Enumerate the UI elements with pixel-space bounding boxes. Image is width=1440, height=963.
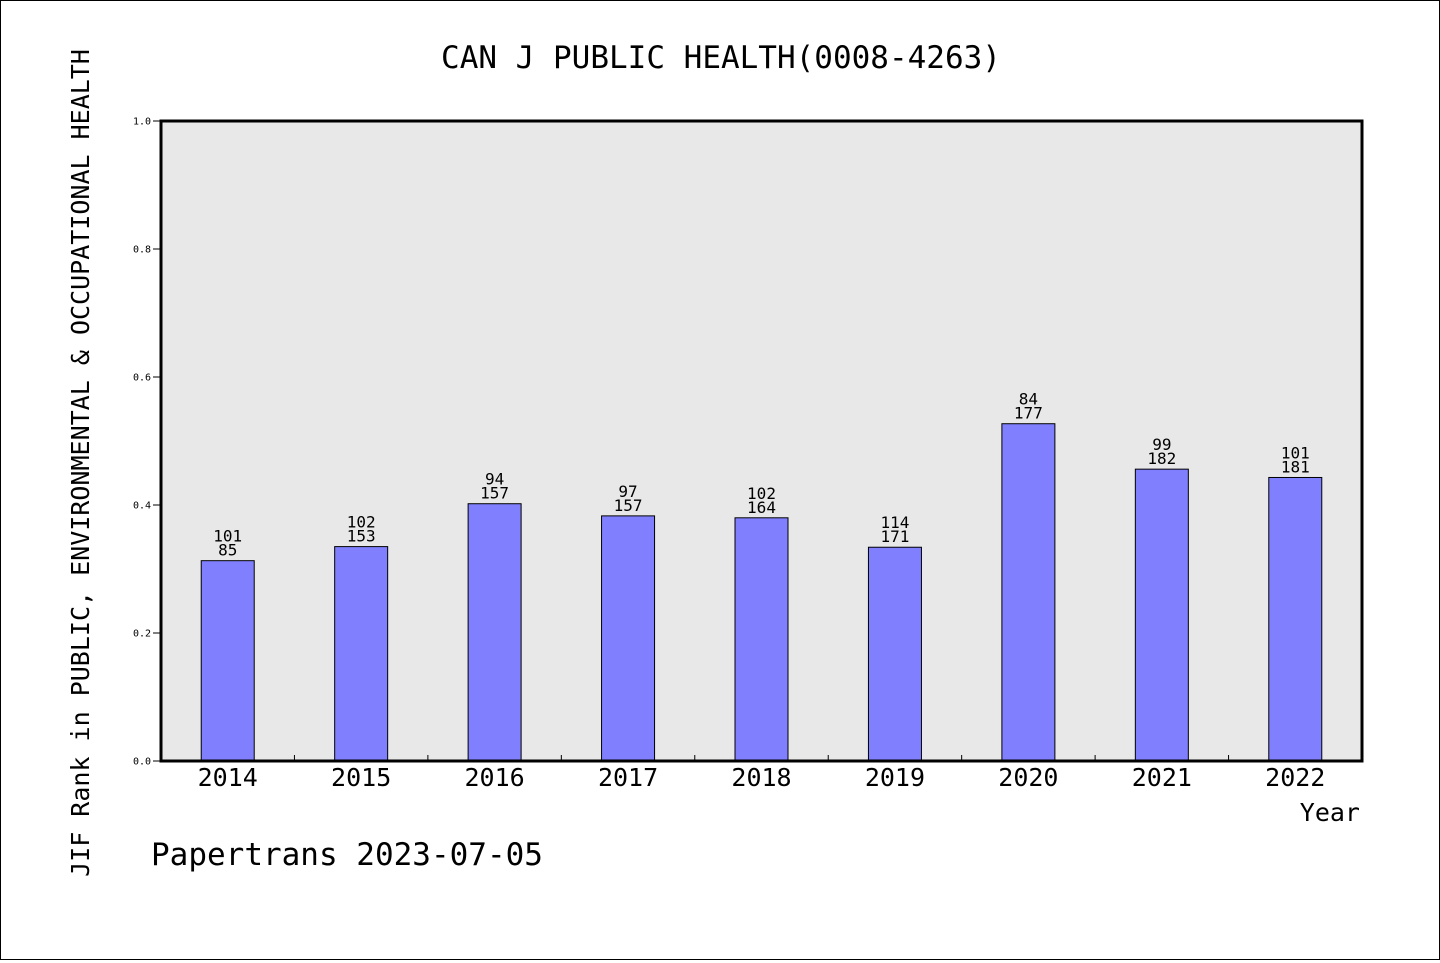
x-tick-label: 2020 — [998, 763, 1058, 792]
y-axis-label: JIF Rank in PUBLIC, ENVIRONMENTAL & OCCU… — [66, 49, 95, 877]
bar-2022 — [1268, 476, 1323, 762]
x-tick-label: 2017 — [598, 763, 658, 792]
x-tick-label: 2021 — [1132, 763, 1192, 792]
y-tick-label: 0.0 — [133, 757, 151, 768]
bar-total-label: 153 — [347, 527, 376, 546]
chart-title: CAN J PUBLIC HEALTH(0008-4263) — [441, 40, 1001, 76]
bar-rank-label: 84 — [1019, 390, 1038, 409]
bar-2016 — [467, 503, 522, 762]
footer-note: Papertrans 2023-07-05 — [151, 837, 543, 873]
x-tick-label: 2022 — [1265, 763, 1325, 792]
bar-2019 — [867, 546, 922, 762]
bar-total-label: 181 — [1281, 457, 1310, 476]
bar-rank-label: 101 — [213, 527, 242, 546]
bar-rank-label: 114 — [880, 513, 909, 532]
bar-2014 — [200, 560, 255, 762]
x-tick-label: 2016 — [465, 763, 525, 792]
bar-total-label: 157 — [480, 484, 509, 503]
bar-total-label: 164 — [747, 498, 776, 517]
plot-border — [159, 119, 1364, 763]
y-tick-label: 1.0 — [133, 117, 151, 128]
bar-2018 — [734, 517, 789, 762]
x-axis-label: Year — [1300, 798, 1360, 827]
bar-2017 — [601, 515, 656, 762]
bar-total-label: 171 — [880, 527, 909, 546]
y-tick-label: 0.6 — [133, 373, 151, 384]
bar-rank-label: 99 — [1152, 435, 1171, 454]
bar-2015 — [334, 546, 389, 762]
x-tick-label: 2014 — [198, 763, 258, 792]
bar-rank-label: 102 — [747, 484, 776, 503]
bar-total-label: 85 — [218, 541, 237, 560]
bar-total-label: 157 — [614, 496, 643, 515]
bar-rank-label: 101 — [1281, 443, 1310, 462]
x-tick-label: 2018 — [731, 763, 791, 792]
x-tick-label: 2019 — [865, 763, 925, 792]
bar-2021 — [1134, 468, 1189, 762]
bar-rank-label: 102 — [347, 513, 376, 532]
y-axis: 0.0 0.2 0.4 0.6 0.8 1.0 — [133, 117, 161, 768]
bar-rank-label: 97 — [618, 482, 637, 501]
x-axis: 2014 2015 2016 2017 2018 2019 2020 2021 2022 — [198, 755, 1325, 792]
bar-rank-label: 94 — [485, 470, 504, 489]
x-tick-label: 2015 — [331, 763, 391, 792]
y-tick-label: 0.8 — [133, 245, 151, 256]
y-tick-label: 0.4 — [133, 501, 151, 512]
y-tick-label: 0.2 — [133, 629, 151, 640]
bar-total-label: 177 — [1014, 404, 1043, 423]
bar-2020 — [1001, 423, 1056, 762]
bar-total-label: 182 — [1147, 449, 1176, 468]
